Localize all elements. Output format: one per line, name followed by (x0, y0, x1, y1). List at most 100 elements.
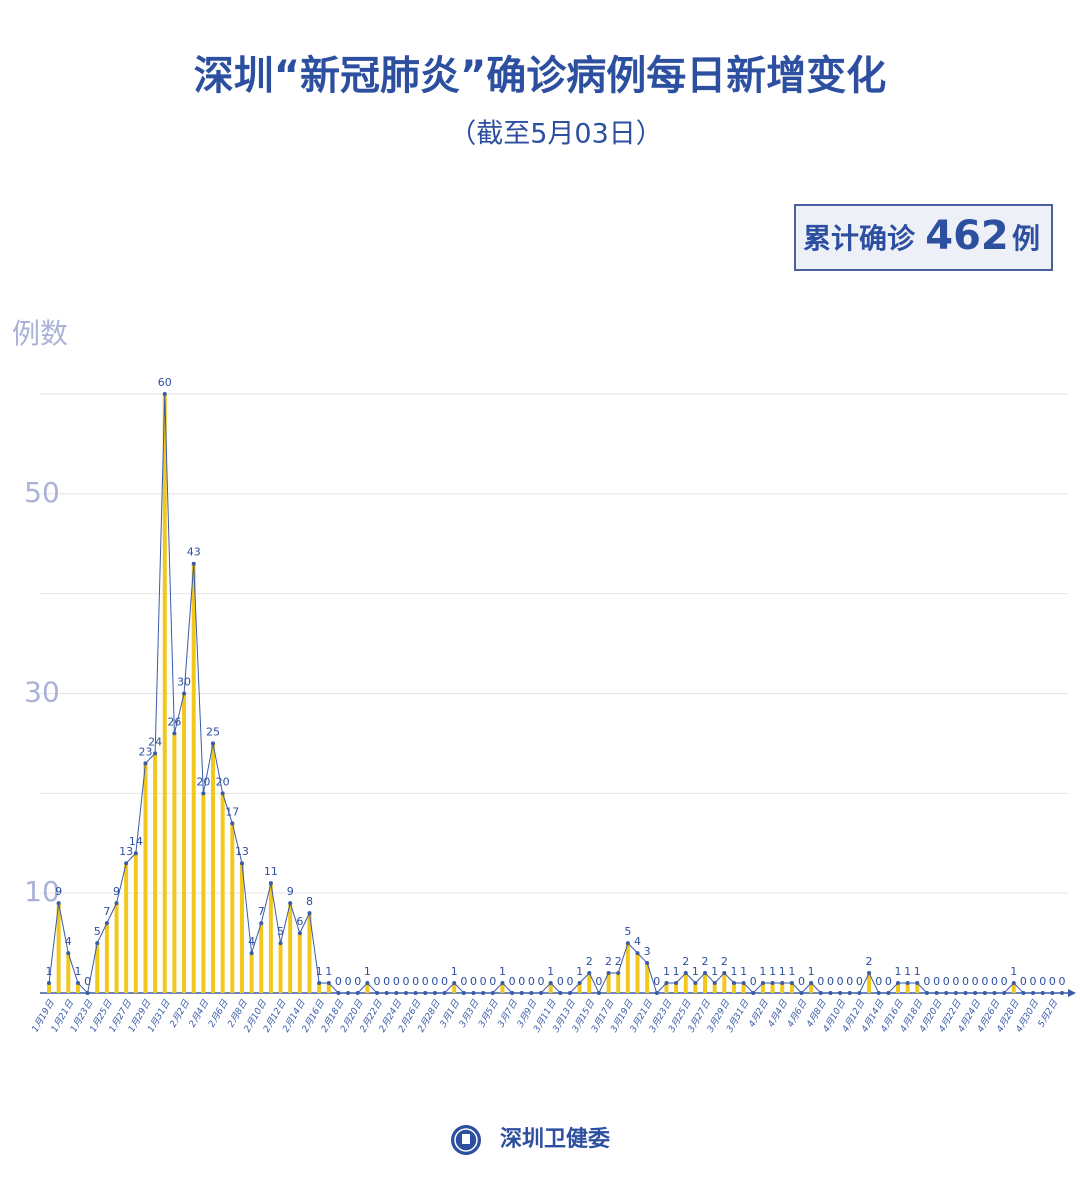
point (683, 971, 688, 976)
point (577, 981, 582, 986)
bar (867, 973, 872, 993)
value-label: 8 (306, 895, 313, 908)
value-label: 0 (933, 975, 940, 988)
value-label: 4 (65, 935, 72, 948)
point (95, 941, 100, 946)
bar (288, 903, 293, 993)
point (336, 991, 341, 995)
value-label: 0 (595, 975, 602, 988)
value-label: 2 (586, 955, 593, 968)
value-label: 2 (866, 955, 873, 968)
value-label: 26 (167, 715, 181, 728)
bar (895, 983, 900, 993)
total-suffix: 例 (1012, 222, 1040, 255)
value-label: 20 (196, 775, 210, 788)
value-label: 0 (402, 975, 409, 988)
value-label: 0 (480, 975, 487, 988)
point (307, 911, 312, 916)
value-label: 0 (393, 975, 400, 988)
point (664, 981, 669, 986)
value-label: 1 (759, 965, 766, 978)
value-label: 0 (431, 975, 438, 988)
point (924, 991, 929, 995)
point (423, 991, 428, 995)
bar (606, 973, 611, 993)
value-label: 0 (846, 975, 853, 988)
point (114, 901, 119, 906)
point (249, 951, 254, 956)
value-label: 0 (374, 975, 381, 988)
value-label: 2 (682, 955, 689, 968)
point (1021, 991, 1026, 995)
point (133, 851, 138, 856)
bar (625, 943, 630, 993)
point (847, 991, 852, 995)
point (259, 921, 264, 926)
point (867, 971, 872, 976)
bar (230, 823, 235, 993)
point (355, 991, 360, 995)
bar (278, 943, 283, 993)
point (587, 971, 592, 976)
value-label: 1 (904, 965, 911, 978)
point (799, 991, 804, 995)
value-label: 3 (644, 945, 651, 958)
bar (587, 973, 592, 993)
value-label: 1 (779, 965, 786, 978)
bar (722, 973, 727, 993)
bar (809, 983, 814, 993)
point (838, 991, 843, 995)
bar (143, 763, 148, 993)
point (606, 971, 611, 976)
subtitle: （截至5月03日） (449, 119, 663, 150)
bar (66, 953, 71, 993)
point (326, 981, 331, 986)
point (818, 991, 823, 995)
point (500, 981, 505, 986)
value-label: 1 (499, 965, 506, 978)
bar (731, 983, 736, 993)
bar (104, 923, 109, 993)
bar (239, 863, 244, 993)
y-axis-label: 例数 (12, 317, 68, 350)
line (48, 393, 1062, 995)
point (172, 731, 177, 736)
value-label: 0 (875, 975, 882, 988)
point (992, 991, 997, 995)
point (857, 991, 862, 995)
bar (114, 903, 119, 993)
value-label: 5 (94, 925, 101, 938)
value-label: 17 (225, 805, 239, 818)
value-label: 0 (1030, 975, 1037, 988)
value-label: 20 (216, 775, 230, 788)
bar (326, 983, 331, 993)
bar (770, 983, 775, 993)
value-label: 0 (653, 975, 660, 988)
bar (317, 983, 322, 993)
value-label: 0 (885, 975, 892, 988)
value-label: 0 (827, 975, 834, 988)
point (278, 941, 283, 946)
value-label: 14 (129, 835, 143, 848)
bar (268, 883, 273, 993)
bar (191, 563, 196, 993)
value-label: 0 (1001, 975, 1008, 988)
point (1050, 991, 1055, 995)
point (1060, 991, 1064, 995)
point (191, 561, 196, 566)
value-label: 0 (441, 975, 448, 988)
bar (211, 743, 216, 993)
bar (259, 923, 264, 993)
point (722, 971, 727, 976)
value-label: 1 (46, 965, 53, 978)
point (317, 981, 322, 986)
point (510, 991, 515, 995)
point (56, 901, 61, 906)
point (1031, 991, 1036, 995)
bar (95, 943, 100, 993)
point (693, 981, 698, 986)
value-label: 2 (702, 955, 709, 968)
point (365, 981, 370, 986)
value-label: 0 (1039, 975, 1046, 988)
point (85, 991, 90, 995)
